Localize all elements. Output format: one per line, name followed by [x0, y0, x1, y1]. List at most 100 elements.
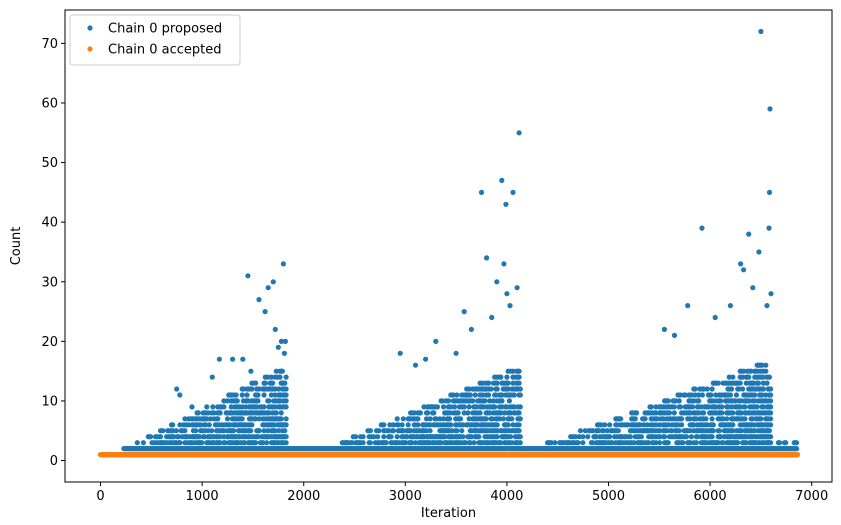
proposed-point: [255, 434, 261, 440]
proposed-point: [283, 398, 289, 404]
y-axis: 0 10 20 30 40 50 60 70: [41, 37, 65, 469]
proposed-point: [451, 404, 458, 410]
proposed-point: [794, 440, 800, 446]
proposed-point: [275, 344, 281, 350]
proposed-point: [699, 392, 706, 398]
proposed-point: [654, 416, 660, 422]
proposed-point: [704, 422, 710, 428]
proposed-point: [272, 428, 278, 434]
proposed-point: [473, 404, 479, 410]
proposed-point: [173, 428, 179, 434]
proposed-point: [228, 404, 234, 410]
proposed-point: [253, 416, 259, 422]
proposed-point: [367, 428, 373, 434]
proposed-point: [601, 428, 607, 434]
proposed-point: [766, 374, 773, 380]
proposed-point: [698, 404, 704, 410]
proposed-point: [777, 440, 783, 446]
proposed-point: [653, 410, 659, 416]
proposed-point: [577, 428, 584, 434]
proposed-point: [679, 416, 685, 422]
proposed-point: [239, 404, 245, 410]
proposed-point: [517, 392, 523, 398]
proposed-point: [412, 440, 419, 446]
proposed-point: [262, 309, 268, 315]
proposed-point: [440, 404, 447, 410]
proposed-point: [453, 350, 459, 356]
proposed-point: [479, 380, 486, 386]
proposed-point: [404, 434, 410, 440]
proposed-point: [516, 374, 522, 380]
proposed-point: [487, 410, 493, 416]
proposed-point: [693, 440, 699, 446]
proposed-point: [224, 398, 231, 404]
x-tick-label: 3000: [389, 489, 422, 504]
proposed-point: [499, 177, 505, 183]
proposed-point: [754, 404, 760, 410]
proposed-point: [737, 380, 743, 386]
proposed-point: [607, 434, 613, 440]
proposed-point: [615, 428, 621, 434]
proposed-point: [696, 410, 702, 416]
proposed-point: [665, 422, 671, 428]
proposed-point: [653, 422, 659, 428]
proposed-point: [177, 392, 183, 398]
proposed-point: [268, 392, 274, 398]
proposed-point: [249, 422, 255, 428]
proposed-point: [185, 422, 192, 428]
proposed-point: [641, 422, 647, 428]
proposed-point: [244, 392, 250, 398]
proposed-point: [177, 422, 183, 428]
legend-marker-proposed: [87, 25, 93, 31]
proposed-point: [642, 416, 648, 422]
proposed-point: [276, 386, 282, 392]
proposed-point: [217, 440, 223, 446]
proposed-point: [759, 362, 765, 368]
proposed-point: [748, 368, 754, 374]
proposed-point: [265, 285, 271, 291]
proposed-point: [224, 416, 231, 422]
proposed-point: [227, 422, 233, 428]
proposed-point: [458, 416, 464, 422]
proposed-point: [743, 380, 749, 386]
proposed-point: [715, 440, 721, 446]
legend-entry-accepted: Chain 0 accepted: [108, 43, 222, 58]
proposed-point: [395, 422, 401, 428]
proposed-point: [593, 434, 599, 440]
proposed-point: [729, 386, 735, 392]
proposed-point: [262, 380, 268, 386]
proposed-point: [510, 368, 516, 374]
proposed-point: [182, 428, 188, 434]
proposed-point: [618, 416, 624, 422]
plot-frame: [64, 9, 833, 483]
proposed-point: [471, 440, 477, 446]
proposed-point: [134, 440, 140, 446]
proposed-point: [233, 392, 239, 398]
proposed-point: [671, 410, 677, 416]
proposed-point: [676, 398, 682, 404]
proposed-point: [403, 440, 409, 446]
proposed-point: [604, 428, 610, 434]
proposed-point: [687, 440, 693, 446]
proposed-point: [434, 404, 440, 410]
proposed-point: [738, 261, 744, 267]
proposed-point: [478, 189, 485, 195]
proposed-point: [505, 422, 511, 428]
legend-entry-proposed: Chain 0 proposed: [108, 22, 222, 37]
proposed-point: [243, 404, 249, 410]
proposed-point: [510, 380, 516, 386]
proposed-point: [662, 434, 668, 440]
proposed-point: [411, 410, 417, 416]
proposed-point: [552, 440, 558, 446]
proposed-point: [696, 398, 702, 404]
proposed-point: [249, 386, 255, 392]
proposed-point: [266, 398, 272, 404]
proposed-point: [508, 434, 514, 440]
proposed-point: [239, 392, 245, 398]
proposed-point: [740, 386, 746, 392]
proposed-point: [725, 404, 731, 410]
proposed-point: [738, 398, 745, 404]
proposed-point: [279, 368, 285, 374]
proposed-point: [195, 410, 201, 416]
proposed-point: [461, 309, 467, 315]
